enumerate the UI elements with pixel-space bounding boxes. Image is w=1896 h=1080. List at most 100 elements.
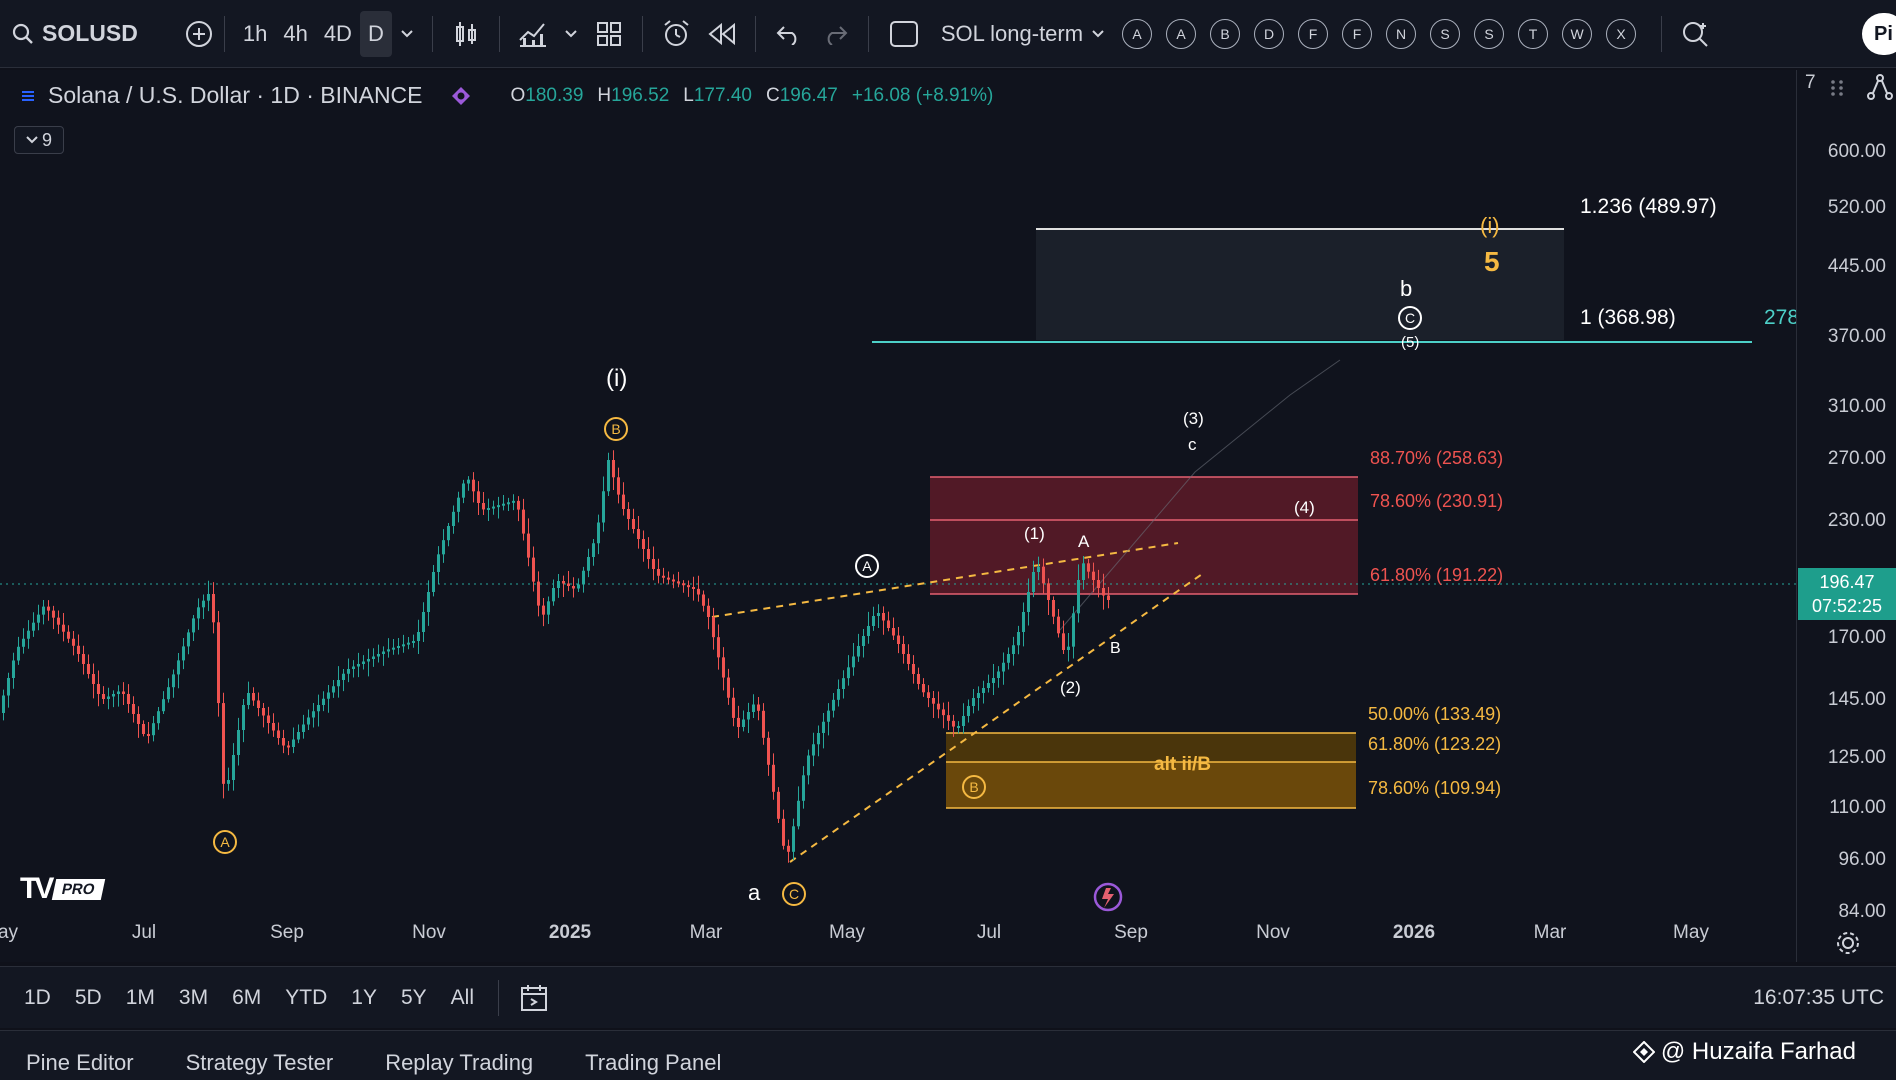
wave-label-b-small[interactable]: b xyxy=(1400,276,1413,301)
symbol-search[interactable]: SOLUSD xyxy=(12,20,138,47)
tradingview-logo[interactable]: TV PRO xyxy=(20,872,106,906)
time-label: Mar xyxy=(1533,922,1567,943)
chart-canvas[interactable] xyxy=(0,70,1796,962)
candle-body xyxy=(77,645,80,654)
candle-body xyxy=(627,509,630,519)
tab-pine-editor[interactable]: Pine Editor xyxy=(26,1050,134,1075)
wave-label-a-circle-white[interactable]: A xyxy=(855,554,879,578)
utc-clock[interactable]: 16:07:35 UTC xyxy=(1753,985,1884,1009)
alert-letter-a[interactable]: A xyxy=(1122,18,1153,49)
magic-wand-icon[interactable] xyxy=(1086,880,1126,916)
replay-button[interactable] xyxy=(699,11,745,57)
calendar-goto-icon[interactable] xyxy=(519,983,551,1013)
chart-pane[interactable]: Solana / U.S. Dollar · 1D · BINANCE O180… xyxy=(0,70,1796,962)
range-5d[interactable]: 5D xyxy=(74,985,102,1009)
indicators-button[interactable] xyxy=(510,11,556,57)
wave-label-5-paren[interactable]: (5) xyxy=(1401,334,1420,351)
timeframe-4h[interactable]: 4h xyxy=(283,20,308,46)
alert-button[interactable] xyxy=(653,11,699,57)
time-label: ay xyxy=(0,922,19,943)
layout-selector[interactable]: SOL long-term xyxy=(889,20,1105,48)
alert-letter-x[interactable]: X xyxy=(1606,18,1637,49)
wave-label-a-small[interactable]: a xyxy=(748,880,761,905)
alert-letter-f[interactable]: F xyxy=(1298,18,1329,49)
wave-label-b-cap[interactable]: B xyxy=(1110,640,1121,657)
candle-body xyxy=(117,691,120,694)
range-ytd[interactable]: YTD xyxy=(285,985,328,1009)
close-value: C196.47 xyxy=(765,84,838,106)
alert-letter-f[interactable]: F xyxy=(1342,18,1373,49)
range-all[interactable]: All xyxy=(450,985,474,1009)
candle-body xyxy=(427,592,430,612)
candle-body xyxy=(657,569,660,576)
alert-letter-n[interactable]: N xyxy=(1386,18,1417,49)
quick-search-button[interactable] xyxy=(1672,11,1718,57)
candle-body xyxy=(932,698,935,704)
profile-button[interactable]: Pi xyxy=(1862,13,1896,55)
indicators-icon xyxy=(519,22,546,47)
indicators-toggle[interactable]: 9 xyxy=(14,126,64,154)
wave-label-c-small[interactable]: c xyxy=(1188,435,1197,454)
range-1d[interactable]: 1D xyxy=(24,985,51,1009)
time-scale[interactable]: ay Jul Sep Nov 2025 Mar May Jul Sep Nov … xyxy=(0,922,1796,962)
wave-label-a-circle-low[interactable]: A xyxy=(213,830,237,854)
candle-body xyxy=(662,575,665,578)
chart-type-button[interactable] xyxy=(443,11,489,57)
range-3m[interactable]: 3M xyxy=(178,985,209,1009)
wave-label-5[interactable]: 5 xyxy=(1484,246,1500,277)
fib-upper-zone[interactable] xyxy=(1036,229,1564,340)
fib-red-zone[interactable] xyxy=(930,477,1358,594)
wave-label-a-cap[interactable]: A xyxy=(1078,532,1090,551)
wave-label-i-top[interactable]: (i) xyxy=(606,365,628,392)
candle-body xyxy=(17,646,20,661)
wave-label-4-paren[interactable]: (4) xyxy=(1294,498,1315,517)
price-scale[interactable]: 7 600.00 520.00 445.00 370.00 310.00 270… xyxy=(1796,70,1896,962)
templates-button[interactable] xyxy=(586,11,632,57)
wave-label-b-circle-top[interactable]: B xyxy=(604,417,628,441)
fib-label-1236: 1.236 (489.97) xyxy=(1580,195,1717,218)
price-label: 230.00 xyxy=(1827,510,1886,531)
wave-label-c-circle-low[interactable]: C xyxy=(782,882,806,906)
timeframe-4d[interactable]: 4D xyxy=(323,20,352,46)
wave-label-b-circle-low[interactable]: B xyxy=(962,775,986,799)
alert-letter-a[interactable]: A xyxy=(1166,18,1197,49)
alert-letter-t[interactable]: T xyxy=(1518,18,1549,49)
wave-label-2-paren[interactable]: (2) xyxy=(1060,678,1081,697)
tab-replay-trading[interactable]: Replay Trading xyxy=(385,1050,534,1075)
range-1y[interactable]: 1Y xyxy=(351,985,377,1009)
candle-body xyxy=(602,491,605,523)
wave-label-c-circle[interactable]: C xyxy=(1398,306,1422,330)
tab-trading-panel[interactable]: Trading Panel xyxy=(585,1050,722,1075)
indicators-dropdown[interactable] xyxy=(556,11,586,57)
candle-body xyxy=(442,540,445,555)
timeframe-1h[interactable]: 1h xyxy=(242,20,268,46)
wave-label-1-paren[interactable]: (1) xyxy=(1024,524,1045,543)
range-1m[interactable]: 1M xyxy=(125,985,155,1009)
wedge-upper-line[interactable] xyxy=(711,542,1179,618)
settings-gear-icon[interactable] xyxy=(1835,930,1861,956)
candle-body xyxy=(147,734,150,736)
range-6m[interactable]: 6M xyxy=(232,985,262,1009)
wave-label-i-gold[interactable]: (i) xyxy=(1480,213,1500,238)
rewind-icon xyxy=(708,22,735,45)
alert-letter-b[interactable]: B xyxy=(1210,18,1241,49)
chart-title[interactable]: Solana / U.S. Dollar · 1D · BINANCE xyxy=(48,82,423,108)
timeframe-d[interactable]: D xyxy=(359,10,392,57)
time-label: May xyxy=(1673,922,1709,943)
add-symbol-button[interactable] xyxy=(184,11,214,57)
alert-letter-s[interactable]: S xyxy=(1474,18,1505,49)
candle-body xyxy=(182,646,185,661)
alert-letter-s[interactable]: S xyxy=(1430,18,1461,49)
alert-letter-d[interactable]: D xyxy=(1254,18,1285,49)
undo-button[interactable] xyxy=(766,11,812,57)
wedge-lower-line[interactable] xyxy=(789,571,1206,863)
candle-body xyxy=(747,712,750,720)
alert-letter-w[interactable]: W xyxy=(1562,18,1593,49)
tab-strategy-tester[interactable]: Strategy Tester xyxy=(185,1050,334,1075)
drag-handle-icon[interactable] xyxy=(1827,76,1847,100)
range-5y[interactable]: 5Y xyxy=(400,985,427,1009)
wave-label-3-paren[interactable]: (3) xyxy=(1183,409,1204,428)
timeframe-dropdown[interactable] xyxy=(392,11,422,57)
redo-button[interactable] xyxy=(812,11,858,57)
tree-icon[interactable] xyxy=(1865,72,1895,102)
